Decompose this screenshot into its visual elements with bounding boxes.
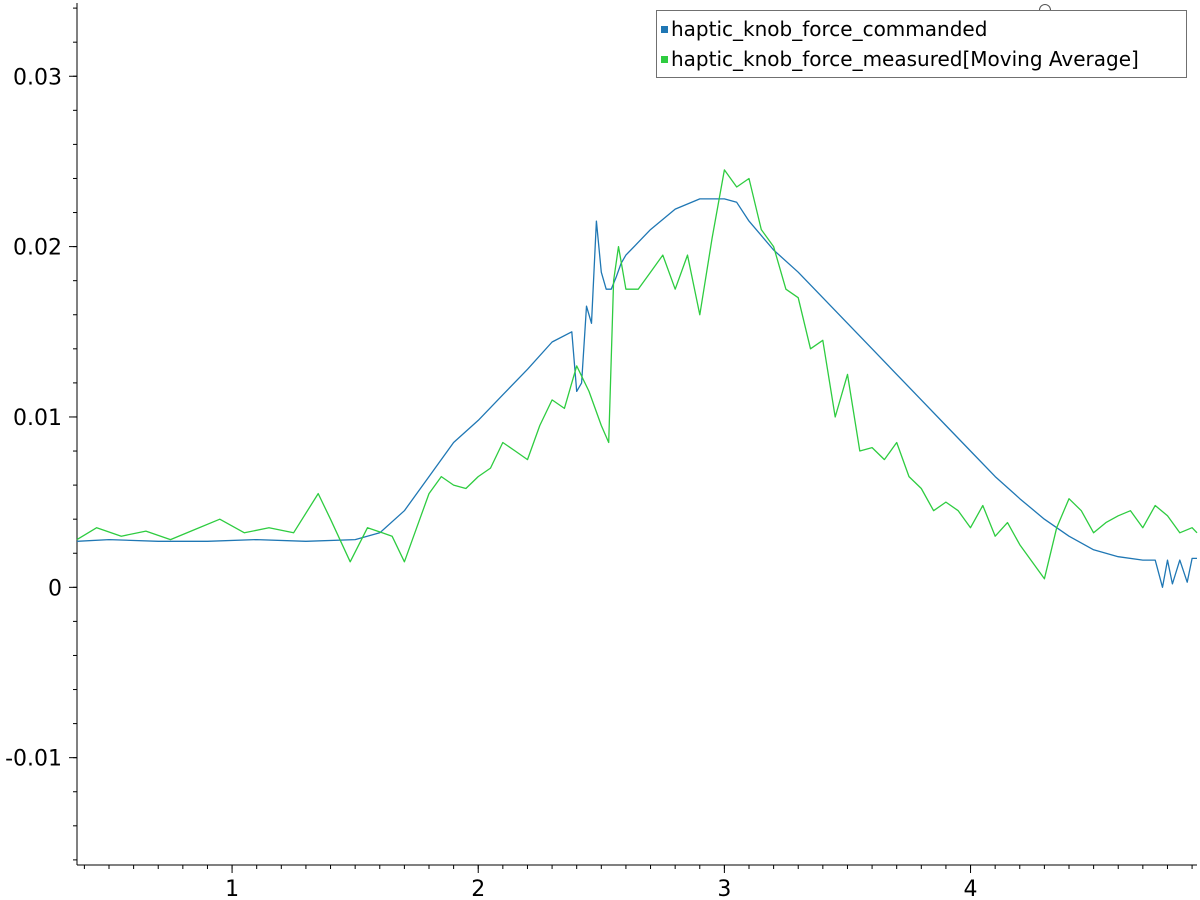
x-tick-label: 2 xyxy=(471,877,485,900)
legend-swatch-measured xyxy=(661,55,668,63)
y-tick-label: -0.01 xyxy=(5,747,62,772)
legend-entry-commanded[interactable]: haptic_knob_force_commanded xyxy=(661,14,987,44)
legend-entry-measured[interactable]: haptic_knob_force_measured[Moving Averag… xyxy=(661,44,1139,74)
series-line-commanded xyxy=(76,198,1197,588)
x-tick-label: 3 xyxy=(717,877,731,900)
series-line-measured xyxy=(76,169,1198,580)
legend[interactable]: haptic_knob_force_commanded haptic_knob_… xyxy=(656,10,1187,78)
y-tick-label: 0.01 xyxy=(13,406,62,431)
x-axis: 1 2 3 4 xyxy=(77,864,1197,900)
legend-label-commanded: haptic_knob_force_commanded xyxy=(671,17,988,41)
series-layer xyxy=(76,169,1198,588)
y-tick-label: 0.03 xyxy=(13,65,62,90)
legend-swatch-commanded xyxy=(661,25,668,33)
legend-label-measured: haptic_knob_force_measured[Moving Averag… xyxy=(671,47,1139,71)
x-tick-label: 1 xyxy=(225,877,239,900)
y-tick-label: 0 xyxy=(48,576,62,601)
y-tick-label: 0.02 xyxy=(13,236,62,261)
x-tick-label: 4 xyxy=(964,877,978,900)
y-axis: -0.01 0 0.01 0.02 0.03 xyxy=(5,3,78,865)
